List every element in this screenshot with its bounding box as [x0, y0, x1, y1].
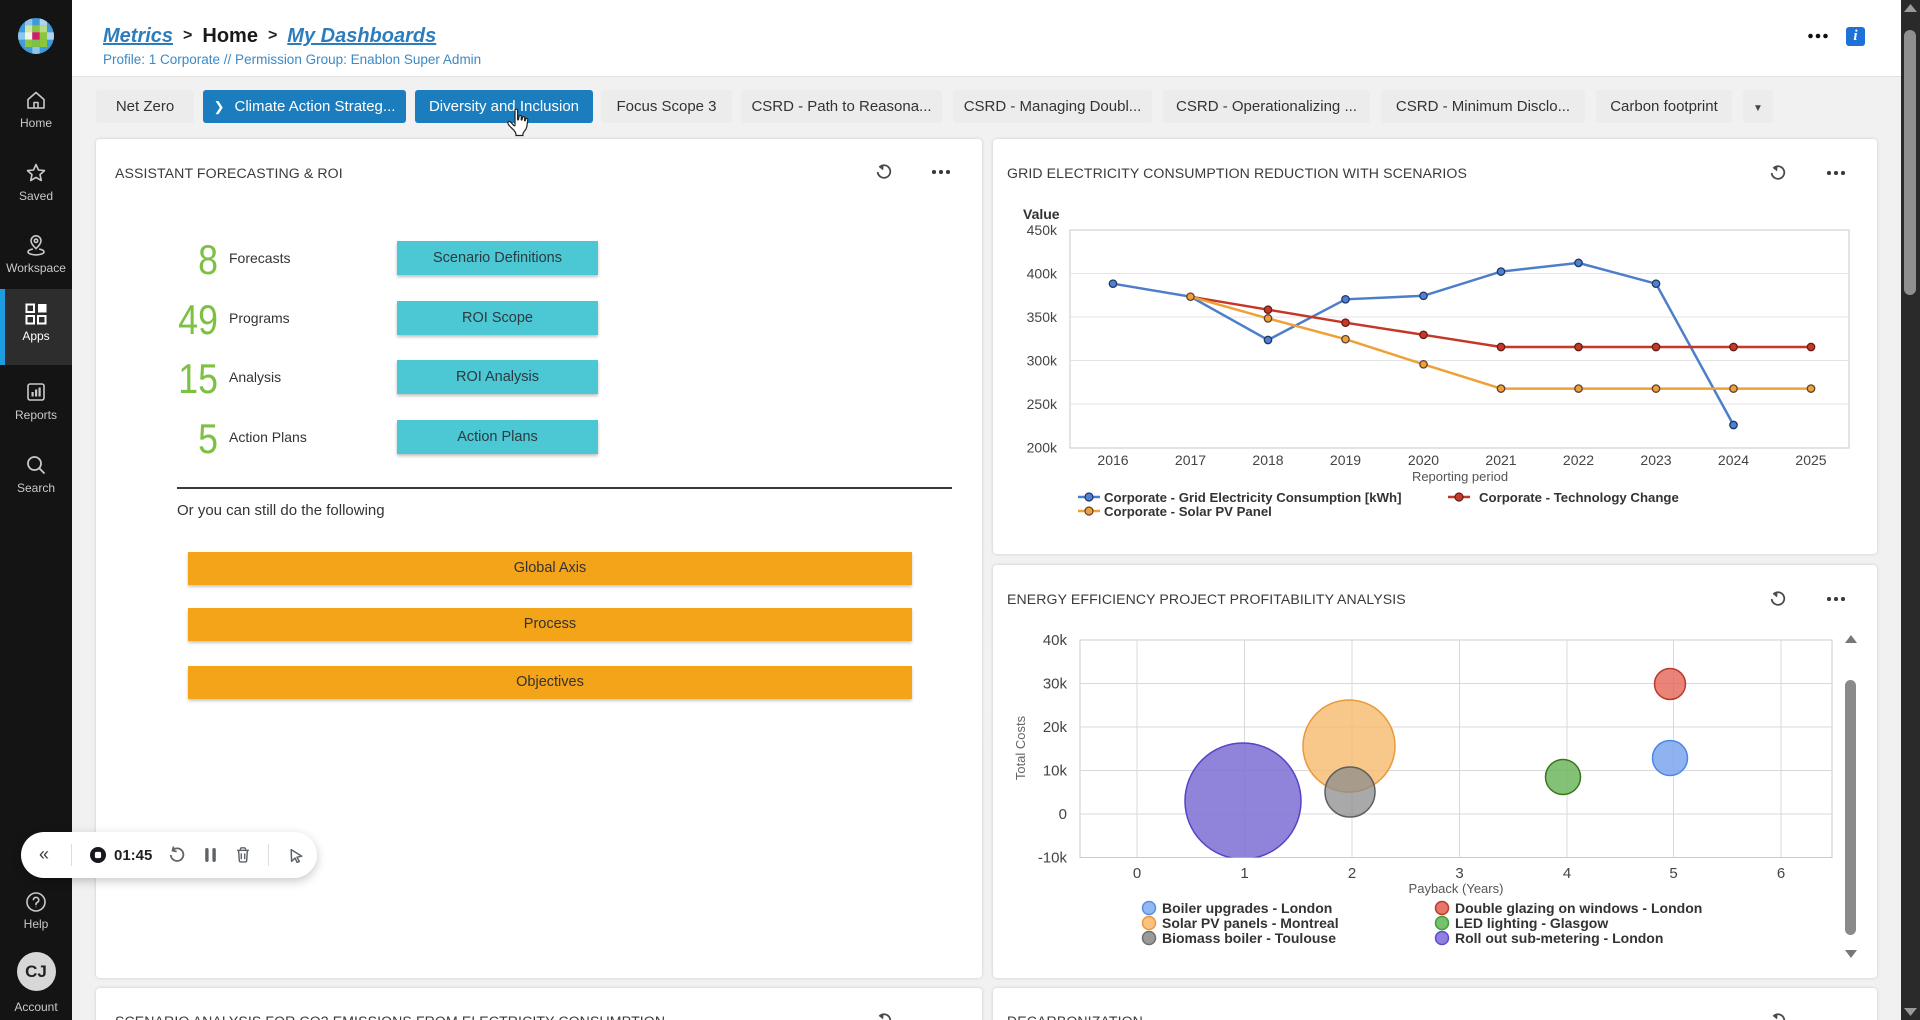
svg-text:2017: 2017: [1175, 452, 1206, 468]
svg-text:3: 3: [1455, 865, 1463, 882]
svg-text:40k: 40k: [1043, 632, 1068, 649]
svg-text:Corporate - Solar PV Panel: Corporate - Solar PV Panel: [1104, 504, 1272, 519]
svg-text:Payback (Years): Payback (Years): [1409, 881, 1504, 896]
svg-text:450k: 450k: [1027, 222, 1058, 238]
svg-text:20k: 20k: [1043, 719, 1068, 736]
svg-text:2024: 2024: [1718, 452, 1749, 468]
svg-text:300k: 300k: [1027, 353, 1058, 369]
svg-text:2022: 2022: [1563, 452, 1594, 468]
svg-text:Value: Value: [1023, 206, 1060, 222]
svg-text:0: 0: [1059, 806, 1067, 823]
svg-text:4: 4: [1563, 865, 1571, 882]
svg-text:LED lighting - Glasgow: LED lighting - Glasgow: [1455, 915, 1608, 931]
svg-text:400k: 400k: [1027, 266, 1058, 282]
svg-text:250k: 250k: [1027, 396, 1058, 412]
svg-text:6: 6: [1777, 865, 1785, 882]
svg-text:Reporting period: Reporting period: [1412, 469, 1508, 484]
svg-text:350k: 350k: [1027, 309, 1058, 325]
svg-text:Roll out sub-metering - London: Roll out sub-metering - London: [1455, 930, 1663, 946]
svg-text:2021: 2021: [1485, 452, 1516, 468]
svg-text:Double glazing on windows - Lo: Double glazing on windows - London: [1455, 900, 1702, 916]
svg-text:5: 5: [1669, 865, 1677, 882]
svg-text:Total Costs: Total Costs: [1013, 715, 1028, 780]
svg-text:0: 0: [1133, 865, 1141, 882]
svg-text:2: 2: [1348, 865, 1356, 882]
svg-text:Corporate - Technology Change: Corporate - Technology Change: [1479, 490, 1679, 505]
svg-text:Biomass boiler - Toulouse: Biomass boiler - Toulouse: [1162, 930, 1336, 946]
svg-text:2023: 2023: [1640, 452, 1671, 468]
svg-text:1: 1: [1240, 865, 1248, 882]
svg-text:2025: 2025: [1795, 452, 1826, 468]
svg-text:10k: 10k: [1043, 763, 1068, 780]
svg-text:30k: 30k: [1043, 676, 1068, 693]
svg-text:Boiler upgrades - London: Boiler upgrades - London: [1162, 900, 1332, 916]
svg-text:2019: 2019: [1330, 452, 1361, 468]
svg-text:2016: 2016: [1097, 452, 1128, 468]
svg-text:200k: 200k: [1027, 440, 1058, 456]
svg-text:Corporate - Grid Electricity C: Corporate - Grid Electricity Consumption…: [1104, 490, 1401, 505]
svg-text:-10k: -10k: [1038, 850, 1068, 867]
svg-text:2020: 2020: [1408, 452, 1439, 468]
svg-text:Solar PV panels - Montreal: Solar PV panels - Montreal: [1162, 915, 1339, 931]
svg-text:2018: 2018: [1252, 452, 1283, 468]
